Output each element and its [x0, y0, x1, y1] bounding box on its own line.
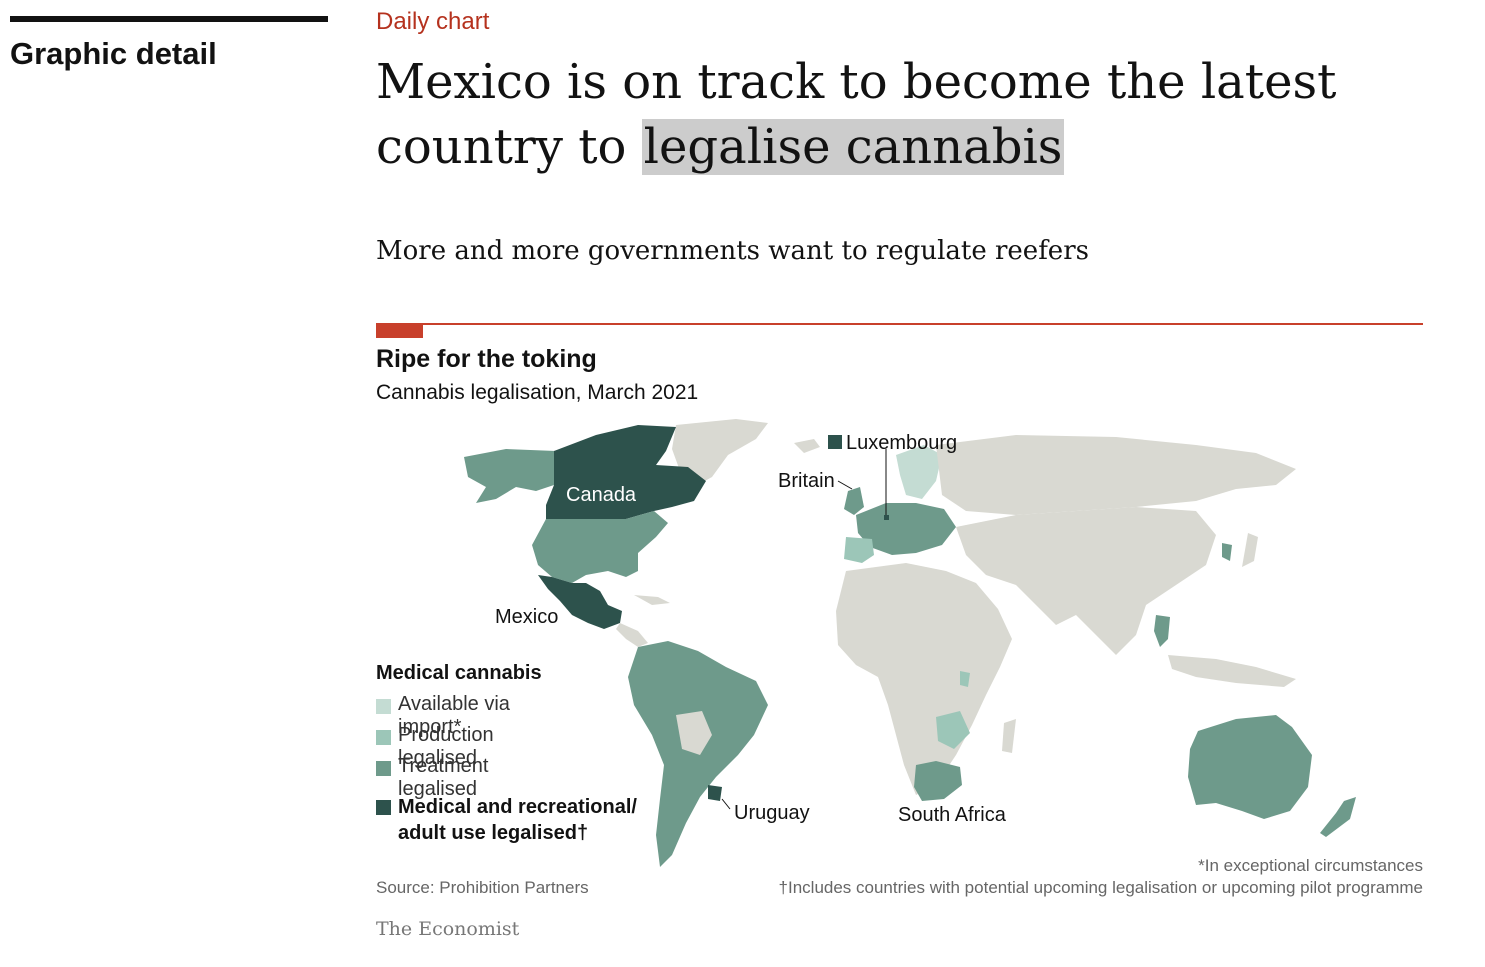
south-korea	[1222, 543, 1232, 561]
headline-line-1: Mexico is on track to become the latest	[376, 54, 1337, 110]
uruguay-leader	[721, 798, 731, 810]
label-mexico: Mexico	[495, 606, 558, 628]
legend-item-treatment: Treatment legalised	[376, 755, 542, 800]
footnote-upcoming: †Includes countries with potential upcom…	[778, 878, 1423, 897]
chart-red-tag	[376, 323, 423, 338]
canada	[546, 425, 706, 519]
uruguay	[708, 785, 722, 801]
legend-item-production: Production legalised	[376, 724, 542, 769]
legend-swatch-production	[376, 730, 391, 745]
label-luxembourg: Luxembourg	[846, 432, 957, 454]
western-europe	[856, 503, 956, 555]
britain	[844, 487, 864, 515]
legend-label-production: Production legalised	[398, 724, 494, 769]
label-britain: Britain	[778, 470, 835, 492]
legend-swatch-treatment	[376, 761, 391, 776]
economist-brand: The Economist	[376, 918, 520, 940]
southeast-asia	[1168, 655, 1296, 687]
legend-label-recreational: Medical and recreational/ adult use lega…	[398, 796, 637, 844]
headline-line-2-prefix: country to	[376, 119, 642, 175]
new-zealand	[1320, 797, 1356, 837]
thailand	[1154, 615, 1170, 647]
chart-subtitle: Cannabis legalisation, March 2021	[376, 381, 699, 404]
section-title[interactable]: Graphic detail	[10, 36, 217, 71]
chart-title: Ripe for the toking	[376, 345, 597, 373]
legend-item-available: Available via import*	[376, 693, 542, 738]
article-subhead: More and more governments want to regula…	[376, 236, 1089, 266]
legend-label-treatment: Treatment legalised	[398, 755, 489, 800]
article-headline: Mexico is on track to become the latest …	[376, 50, 1376, 180]
chart-top-rule	[376, 323, 1423, 325]
central-america	[616, 623, 648, 647]
greenland	[672, 419, 768, 487]
article-kicker[interactable]: Daily chart	[376, 8, 490, 35]
chart-source: Source: Prohibition Partners	[376, 878, 589, 897]
africa	[836, 563, 1012, 795]
luxembourg	[884, 515, 889, 520]
map-legend: Medical cannabis Available via import* P…	[376, 662, 637, 850]
south-africa	[914, 761, 962, 801]
label-uruguay: Uruguay	[734, 802, 810, 824]
legend-swatch-available	[376, 699, 391, 714]
australia	[1188, 715, 1312, 819]
russia	[936, 435, 1296, 515]
legend-heading: Medical cannabis	[376, 662, 542, 684]
uganda	[960, 671, 970, 687]
section-rule	[10, 16, 328, 22]
label-canada: Canada	[566, 484, 637, 506]
iceland	[794, 439, 820, 453]
footnote-exceptional: *In exceptional circumstances	[1198, 856, 1423, 875]
mexico	[538, 575, 622, 629]
zambia-zimbabwe	[936, 711, 970, 749]
luxembourg-label-swatch	[828, 435, 842, 449]
alaska	[464, 449, 556, 503]
legend-item-recreational: Medical and recreational/ adult use lega…	[376, 794, 637, 850]
headline-highlight: legalise cannabis	[641, 119, 1065, 175]
world-map: Luxembourg Britain Canada Mexico Uruguay…	[464, 419, 1356, 867]
legend-swatch-recreational	[376, 800, 391, 815]
scandinavia	[896, 445, 942, 499]
caribbean	[634, 595, 670, 605]
legend-label-available: Available via import*	[398, 693, 510, 738]
iberia	[844, 537, 874, 563]
britain-leader	[837, 480, 853, 490]
japan	[1242, 533, 1258, 567]
madagascar	[1002, 719, 1016, 753]
usa	[532, 511, 668, 583]
bolivia-paraguay	[676, 711, 712, 755]
asia	[956, 507, 1216, 655]
label-south-africa: South Africa	[898, 804, 1007, 826]
